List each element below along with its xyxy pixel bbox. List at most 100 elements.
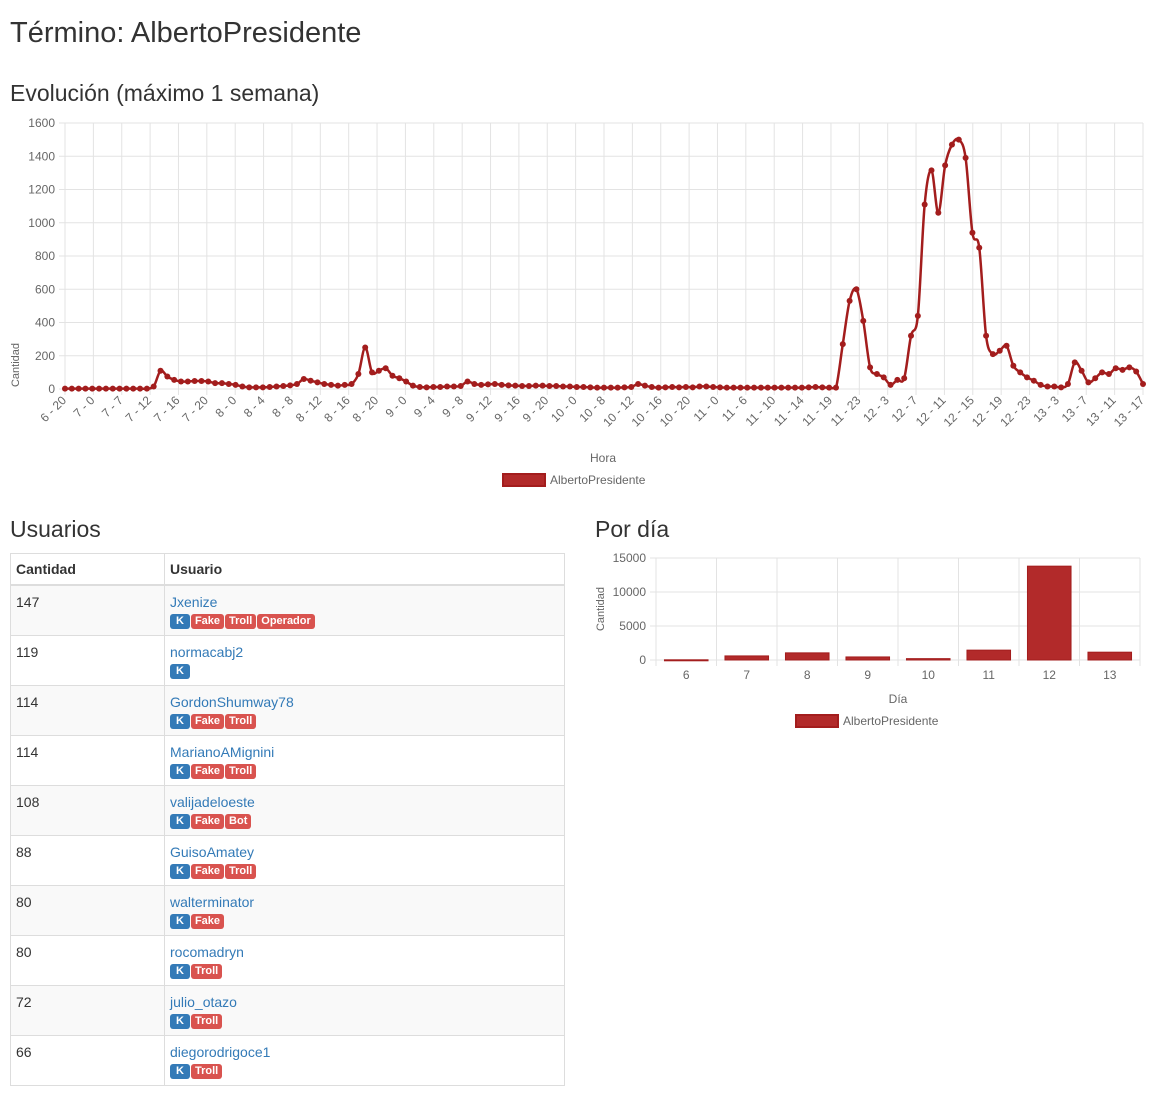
- x-tick-label: 6: [683, 668, 690, 682]
- table-row: 147 Jxenize K Fake Troll Operador: [10, 584, 565, 636]
- line-chart-y-axis-label: Cantidad: [10, 343, 22, 387]
- user-link[interactable]: walterminator: [170, 893, 255, 910]
- data-point: [123, 385, 130, 392]
- data-point: [512, 382, 519, 389]
- x-tick-label: 9 - 20: [520, 393, 552, 425]
- bar-day-11: [966, 649, 1012, 661]
- user-link[interactable]: GuisoAmatey: [170, 843, 255, 860]
- data-point: [259, 384, 266, 391]
- data-point: [969, 229, 976, 236]
- data-point: [355, 371, 362, 378]
- user-tags: K Fake Troll: [170, 713, 559, 729]
- data-point: [607, 384, 614, 391]
- line-chart-legend-swatch: [502, 473, 546, 487]
- user-cell: GuisoAmatey K Fake Troll: [164, 834, 565, 886]
- data-point: [505, 382, 512, 389]
- data-point: [423, 384, 430, 391]
- data-point: [983, 332, 990, 339]
- data-point: [1092, 375, 1099, 382]
- user-tags: K Fake: [170, 913, 559, 929]
- data-point: [621, 384, 628, 391]
- data-point: [812, 384, 819, 391]
- data-point: [177, 378, 184, 385]
- user-tags: K Troll: [170, 1063, 559, 1079]
- data-point: [525, 383, 532, 390]
- user-cell: normacabj2 K: [164, 634, 565, 686]
- y-tick-label: 15000: [613, 551, 647, 565]
- data-point: [976, 244, 983, 251]
- data-point: [430, 384, 437, 391]
- data-point: [751, 384, 758, 391]
- y-tick-label: 5000: [619, 619, 646, 633]
- y-tick-label: 1600: [28, 116, 55, 130]
- x-tick-label: 10: [922, 668, 936, 682]
- data-point: [1024, 374, 1031, 381]
- y-tick-label: 10000: [613, 585, 647, 599]
- data-point: [464, 378, 471, 385]
- data-point: [68, 385, 75, 392]
- x-tick-label: 7 - 0: [71, 393, 98, 420]
- data-point: [689, 384, 696, 391]
- x-tick-label: 8 - 12: [293, 393, 325, 425]
- tag-k: K: [170, 813, 190, 829]
- data-point: [839, 341, 846, 348]
- x-tick-label: 8 - 0: [212, 393, 239, 420]
- data-point: [1064, 381, 1071, 388]
- data-point: [1126, 364, 1133, 371]
- data-point: [580, 384, 587, 391]
- data-point: [498, 381, 505, 388]
- tag-operador: Operador: [257, 614, 315, 629]
- x-tick-label: 10 - 20: [657, 393, 694, 430]
- x-tick-label: 11 - 14: [771, 393, 807, 429]
- data-point: [253, 384, 260, 391]
- user-link[interactable]: diegorodrigoce1: [170, 1043, 271, 1060]
- page-title: Término: AlbertoPresidente: [10, 17, 362, 49]
- user-cell: rocomadryn K Troll: [164, 934, 565, 986]
- user-tags: K Fake Troll: [170, 763, 559, 779]
- user-count: 72: [10, 984, 165, 1036]
- tag-troll: Troll: [225, 863, 257, 879]
- user-link[interactable]: julio_otazo: [170, 993, 237, 1010]
- data-point: [348, 381, 355, 388]
- data-point: [716, 384, 723, 391]
- header-cantidad: Cantidad: [10, 553, 165, 586]
- user-link[interactable]: GordonShumway78: [170, 693, 294, 710]
- user-link[interactable]: rocomadryn: [170, 943, 244, 960]
- data-point: [669, 384, 676, 391]
- x-tick-label: 9 - 12: [463, 393, 495, 425]
- data-point: [1017, 369, 1024, 376]
- user-link[interactable]: normacabj2: [170, 643, 244, 660]
- data-point: [710, 384, 717, 391]
- bar-chart-grid: [650, 557, 1141, 666]
- data-point: [266, 384, 273, 391]
- tag-fake: Fake: [190, 763, 225, 779]
- data-point: [382, 365, 389, 372]
- x-tick-label: 8 - 8: [269, 393, 296, 420]
- bar-chart-legend-swatch: [795, 714, 839, 728]
- tag-k: K: [170, 763, 190, 779]
- data-point: [334, 382, 341, 389]
- data-point: [89, 385, 96, 392]
- x-tick-label: 9 - 0: [383, 393, 410, 420]
- x-tick-label: 6 - 20: [38, 393, 70, 425]
- user-link[interactable]: valijadeloeste: [170, 793, 255, 810]
- data-point: [737, 384, 744, 391]
- data-point: [1058, 384, 1065, 391]
- data-point: [1010, 362, 1017, 369]
- user-cell: diegorodrigoce1 K Troll: [164, 1034, 565, 1086]
- data-point: [396, 375, 403, 382]
- x-tick-label: 11 - 23: [828, 393, 864, 429]
- data-point: [1071, 359, 1078, 366]
- data-point: [171, 376, 178, 383]
- data-point: [805, 384, 812, 391]
- user-link[interactable]: MarianoAMignini: [170, 743, 275, 760]
- tag-k: K: [170, 863, 190, 879]
- user-tags: K Troll: [170, 963, 559, 979]
- data-point: [996, 347, 1003, 354]
- data-point: [662, 384, 669, 391]
- data-point: [198, 378, 205, 385]
- tag-troll: Troll: [225, 713, 257, 729]
- x-tick-label: 13: [1103, 668, 1117, 682]
- data-point: [116, 385, 123, 392]
- user-link[interactable]: Jxenize: [170, 594, 218, 610]
